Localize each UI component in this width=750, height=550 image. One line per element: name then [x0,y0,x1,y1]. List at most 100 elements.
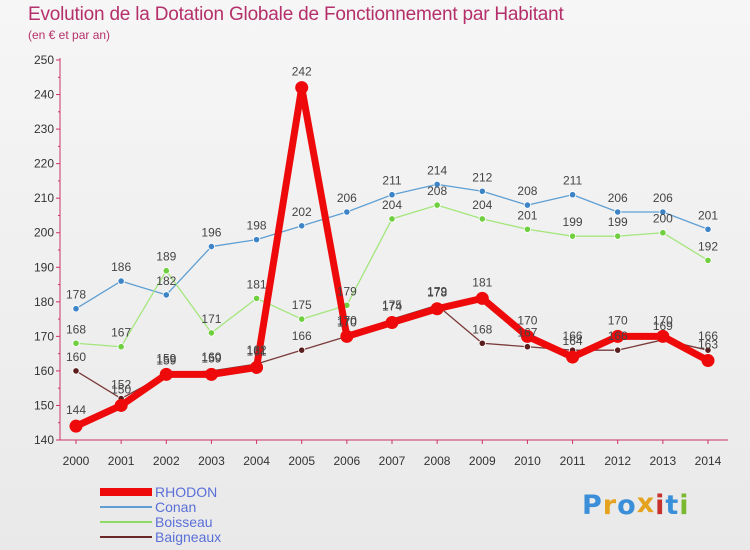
data-label-rhodon: 170 [337,313,357,327]
data-label-conan: 208 [517,184,537,198]
data-point-rhodon [69,419,83,433]
legend-label: Baigneaux [155,529,222,545]
data-label-conan: 206 [337,191,357,205]
data-label-rhodon: 174 [382,300,402,314]
legend-swatch [100,521,152,523]
data-label-baigneaux: 159 [156,353,176,367]
data-label-baigneaux: 166 [563,329,583,343]
data-point-conan [343,208,351,216]
data-point-baigneaux [478,339,486,347]
legend-item-conan: Conan [100,499,300,515]
data-point-baigneaux [614,346,622,354]
x-tick-label: 2013 [650,454,677,468]
data-point-conan [568,191,577,199]
data-label-rhodon: 164 [563,334,583,348]
x-tick-label: 2010 [514,454,541,468]
x-tick-label: 2007 [379,454,406,468]
data-label-boisseau: 204 [382,198,402,212]
data-label-conan: 202 [292,205,312,219]
data-point-boisseau [252,294,261,302]
data-point-rhodon [250,360,264,374]
data-label-boisseau: 208 [427,184,447,198]
data-label-conan: 212 [472,170,492,184]
data-point-boisseau [433,201,441,209]
data-label-boisseau: 201 [517,208,537,222]
x-tick-label: 2002 [153,454,180,468]
chart-title: Evolution de la Dotation Globale de Fonc… [28,4,564,25]
y-tick-label: 150 [34,398,54,412]
data-label-conan: 214 [427,163,447,177]
data-point-baigneaux [704,346,712,354]
data-point-conan [298,222,306,230]
data-label-baigneaux: 175 [382,298,402,312]
data-label-rhodon: 170 [517,313,537,327]
data-label-conan: 198 [247,219,267,233]
data-point-baigneaux [72,367,80,375]
y-tick-label: 200 [34,226,54,240]
data-label-baigneaux: 167 [517,326,537,340]
data-label-boisseau: 204 [472,198,492,212]
data-point-rhodon [204,367,218,381]
chart-subtitle: (en € et par an) [28,28,111,42]
y-tick-label: 250 [34,53,54,67]
data-point-rhodon [520,329,534,343]
x-tick-label: 2012 [604,454,631,468]
data-point-conan [117,277,125,285]
data-label-conan: 211 [382,174,401,188]
data-point-boisseau [614,232,622,240]
data-label-baigneaux: 166 [292,329,312,343]
data-label-boisseau: 199 [563,215,583,229]
data-label-boisseau: 168 [66,322,86,336]
data-point-boisseau [162,267,170,275]
data-point-conan [614,208,622,216]
x-tick-label: 2005 [288,454,315,468]
data-label-baigneaux: 166 [698,329,718,343]
proxiti-logo: Proxiti [582,488,690,521]
data-point-conan [704,225,712,233]
data-label-conan: 211 [563,174,582,188]
data-point-rhodon [340,329,354,343]
data-label-rhodon: 242 [292,65,312,79]
data-label-conan: 178 [66,288,86,302]
data-label-boisseau: 192 [698,239,718,253]
data-label-boisseau: 200 [653,212,673,226]
data-point-conan [523,201,532,209]
data-point-baigneaux [523,343,532,351]
data-label-baigneaux: 170 [337,315,357,329]
legend-swatch [100,506,152,508]
y-tick-label: 190 [34,260,54,274]
data-point-rhodon [295,81,309,95]
data-label-baigneaux: 162 [247,343,267,357]
data-point-rhodon [566,350,580,364]
legend-item-baigneaux: Baigneaux [100,529,300,545]
data-label-rhodon: 144 [66,403,86,417]
data-point-boisseau [659,229,667,237]
data-point-rhodon [475,291,489,305]
data-point-conan [252,236,261,244]
legend-swatch [100,536,152,538]
y-tick-label: 180 [34,295,54,309]
data-point-rhodon [656,329,670,343]
data-label-conan: 206 [653,191,673,205]
legend-swatch [100,488,152,496]
data-point-rhodon [385,316,399,330]
data-label-rhodon: 161 [247,344,267,358]
data-label-baigneaux: 179 [427,284,447,298]
data-point-boisseau [523,225,532,233]
x-tick-label: 2014 [695,454,722,468]
data-label-boisseau: 175 [292,298,312,312]
data-point-conan [433,180,441,188]
data-point-boisseau [478,215,486,223]
data-label-boisseau: 171 [201,312,221,326]
data-point-baigneaux [298,346,306,354]
y-tick-label: 170 [34,329,54,343]
data-label-boisseau: 181 [247,277,267,291]
data-label-rhodon: 163 [698,338,718,352]
x-tick-label: 2000 [63,454,90,468]
data-label-rhodon: 150 [111,382,131,396]
data-label-boisseau: 167 [111,326,131,340]
data-label-rhodon: 170 [608,313,628,327]
data-point-conan [478,187,486,195]
y-tick-label: 160 [34,364,54,378]
